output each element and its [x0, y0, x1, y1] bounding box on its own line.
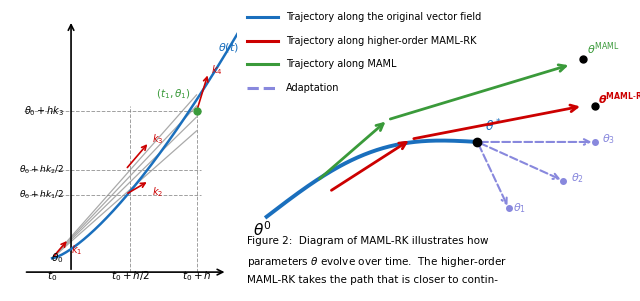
Text: Trajectory along the original vector field: Trajectory along the original vector fie…: [286, 12, 481, 22]
Text: MAML-RK takes the path that is closer to contin-: MAML-RK takes the path that is closer to…: [247, 275, 498, 285]
Text: $\theta_0 + hk_2/2$: $\theta_0 + hk_2/2$: [19, 163, 64, 176]
Text: $\theta(t)$: $\theta(t)$: [218, 41, 239, 54]
Text: $t_0$: $t_0$: [47, 269, 57, 283]
Text: Trajectory along higher-order MAML-RK: Trajectory along higher-order MAML-RK: [286, 36, 477, 46]
Text: $\theta^{\mathrm{MAML}}$: $\theta^{\mathrm{MAML}}$: [587, 40, 620, 57]
Text: $\theta_0$: $\theta_0$: [51, 251, 64, 265]
Text: $k_3$: $k_3$: [152, 132, 163, 146]
Text: $\theta_2$: $\theta_2$: [571, 171, 584, 185]
Text: Trajectory along MAML: Trajectory along MAML: [286, 59, 397, 70]
Text: $\theta_3$: $\theta_3$: [602, 132, 616, 146]
Text: parameters $\theta$ evolve over time.  The higher-order: parameters $\theta$ evolve over time. Th…: [247, 256, 507, 269]
Text: $t_0+h$: $t_0+h$: [182, 269, 211, 283]
Text: Figure 2:  Diagram of MAML-RK illustrates how: Figure 2: Diagram of MAML-RK illustrates…: [247, 236, 488, 246]
Text: $\theta_1$: $\theta_1$: [513, 201, 525, 215]
Text: $(t_1, \theta_1)$: $(t_1, \theta_1)$: [156, 88, 191, 101]
Text: $k_1$: $k_1$: [71, 243, 83, 257]
Text: Adaptation: Adaptation: [286, 83, 340, 93]
Text: $t_0+h/2$: $t_0+h/2$: [111, 269, 150, 283]
Text: $\theta^*$: $\theta^*$: [485, 117, 502, 134]
Text: $k_2$: $k_2$: [152, 185, 163, 199]
Text: $\boldsymbol{\theta}^{\mathbf{MAML\text{-}RK}}$: $\boldsymbol{\theta}^{\mathbf{MAML\text{…: [598, 90, 640, 107]
Text: $\theta_0 + hk_3$: $\theta_0 + hk_3$: [24, 104, 64, 118]
Text: $\theta_0 + hk_1/2$: $\theta_0 + hk_1/2$: [19, 188, 64, 201]
Text: $k_4$: $k_4$: [211, 63, 222, 77]
Text: $\boldsymbol{\theta^0}$: $\boldsymbol{\theta^0}$: [253, 220, 272, 239]
